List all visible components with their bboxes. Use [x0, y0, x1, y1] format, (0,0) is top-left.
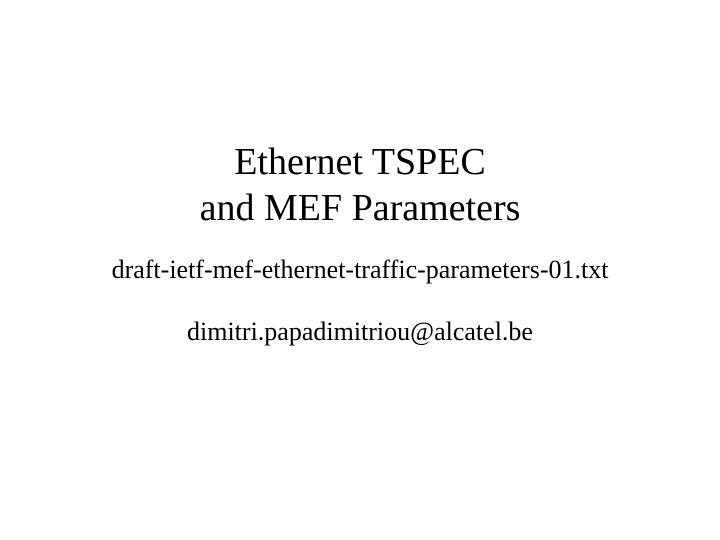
title-line-2: and MEF Parameters [200, 187, 521, 229]
slide-subtitle: draft-ietf-mef-ethernet-traffic-paramete… [112, 255, 609, 285]
author-email: dimitri.papadimitriou@alcatel.be [187, 317, 533, 347]
title-line-1: Ethernet TSPEC [234, 141, 486, 183]
slide-title: Ethernet TSPEC and MEF Parameters [200, 140, 521, 231]
